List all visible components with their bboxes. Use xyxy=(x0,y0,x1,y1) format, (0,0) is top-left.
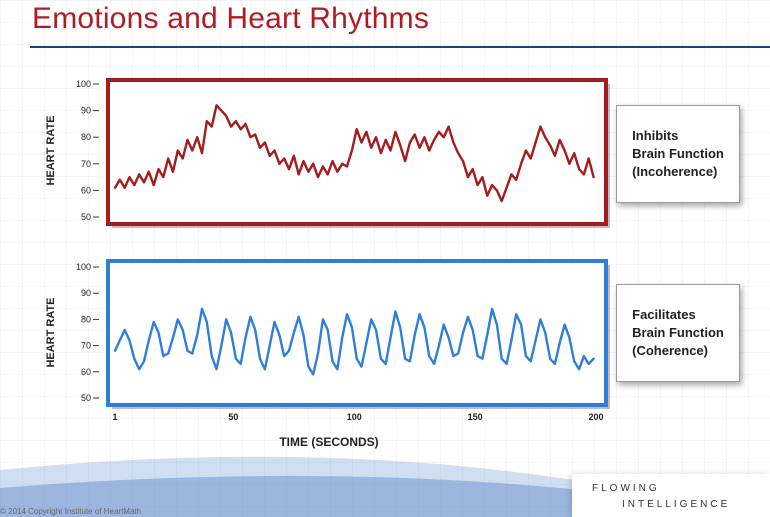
coherence-y-tick-label: 70 xyxy=(81,341,91,351)
flowing-intelligence-logo: FLOWING INTELLIGENCE xyxy=(572,474,770,517)
incoherence-plot-frame xyxy=(106,78,608,226)
coherence-heart-rate-line xyxy=(113,307,595,376)
coherence-box-line-3: (Coherence) xyxy=(632,343,708,358)
incoherence-box: Inhibits Brain Function (Incoherence) xyxy=(616,105,740,203)
coherence-y-tick-label: 100 xyxy=(76,262,91,272)
x-axis-label: TIME (SECONDS) xyxy=(279,435,378,449)
incoherence-box-line-3: (Incoherence) xyxy=(632,164,718,179)
title-underline xyxy=(30,46,770,48)
incoherence-y-tick-label: 100 xyxy=(76,79,91,89)
incoherence-heart-rate-line xyxy=(113,104,595,203)
slide-title: Emotions and Heart Rhythms xyxy=(32,2,430,35)
coherence-box-line-1: Facilitates xyxy=(632,307,696,322)
incoherence-y-tick-label: 60 xyxy=(81,185,91,195)
coherence-x-tick-label: 100 xyxy=(347,412,362,422)
coherence-y-tick-label: 90 xyxy=(81,288,91,298)
coherence-box-line-2: Brain Function xyxy=(632,325,724,340)
footer-copyright: © 2014 Copyright Institute of HeartMath xyxy=(0,507,142,516)
coherence-box: Facilitates Brain Function (Coherence) xyxy=(616,284,740,382)
coherence-x-tick-label: 1 xyxy=(112,412,117,422)
coherence-x-tick-label: 200 xyxy=(588,412,603,422)
coherence-x-tick-label: 150 xyxy=(468,412,483,422)
incoherence-y-tick-label: 80 xyxy=(81,132,91,142)
incoherence-box-line-2: Brain Function xyxy=(632,146,724,161)
coherence-y-tick-label: 60 xyxy=(81,367,91,377)
logo-text-line-2: INTELLIGENCE xyxy=(622,499,731,510)
incoherence-chart: 100 90 80 70 60 50 HEART RATE xyxy=(45,78,610,228)
incoherence-y-tick-label: 70 xyxy=(81,159,91,169)
incoherence-y-tick-label: 90 xyxy=(81,106,91,116)
incoherence-box-line-1: Inhibits xyxy=(632,128,679,143)
incoherence-y-axis-label: HEART RATE xyxy=(45,115,57,185)
logo-text-line-1: FLOWING xyxy=(592,483,660,494)
coherence-x-tick-label: 50 xyxy=(228,412,238,422)
coherence-y-tick-label: 80 xyxy=(81,314,91,324)
coherence-y-tick-label: 50 xyxy=(81,393,91,403)
coherence-y-axis-label: HEART RATE xyxy=(45,297,57,367)
incoherence-y-tick-label: 50 xyxy=(81,212,91,222)
